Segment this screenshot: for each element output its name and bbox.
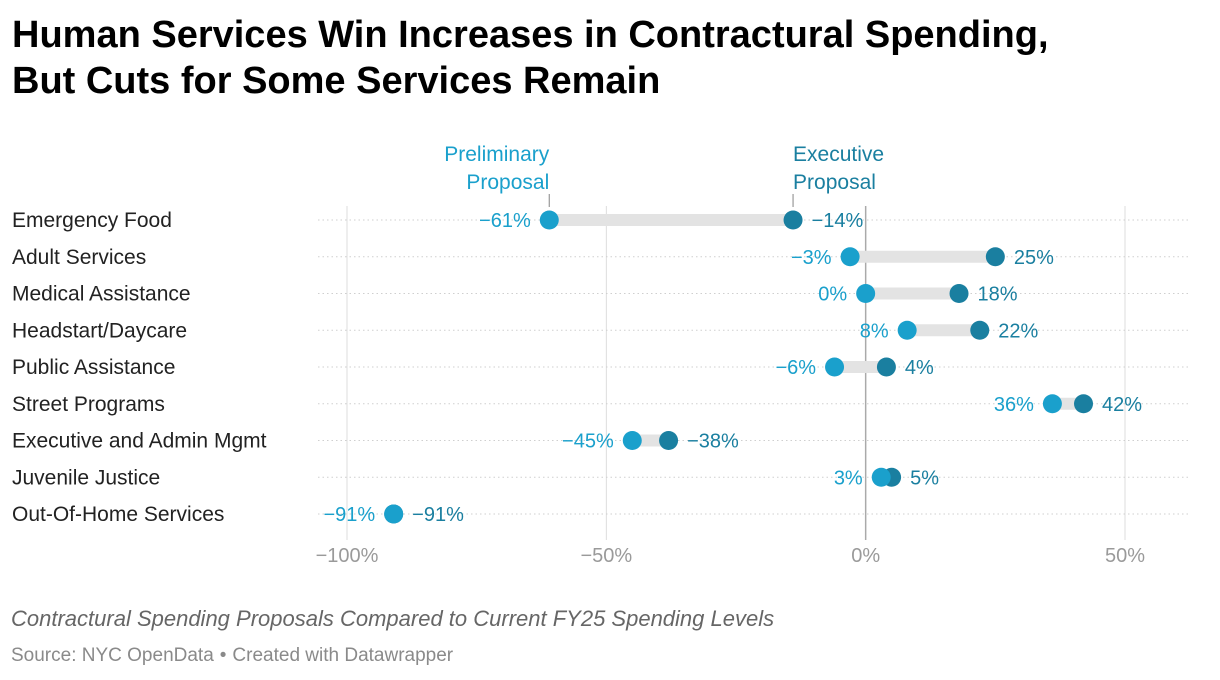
chart-title: Human Services Win Increases in Contract… bbox=[12, 12, 1202, 104]
preliminary-value-label: −3% bbox=[791, 247, 832, 269]
x-tick-label: −100% bbox=[316, 545, 379, 567]
category-label: Street Programs bbox=[12, 393, 165, 416]
preliminary-dot bbox=[825, 357, 845, 377]
executive-value-label: 22% bbox=[998, 320, 1038, 342]
preliminary-dot bbox=[840, 247, 860, 267]
category-label: Executive and Admin Mgmt bbox=[12, 430, 267, 453]
preliminary-dot bbox=[871, 467, 891, 487]
credit-text: Created with Datawrapper bbox=[232, 645, 454, 666]
executive-dot bbox=[1074, 394, 1094, 414]
category-label: Emergency Food bbox=[12, 209, 172, 232]
executive-value-label: 18% bbox=[978, 284, 1018, 306]
chart-title-line-2: But Cuts for Some Services Remain bbox=[12, 60, 661, 102]
executive-value-label: 4% bbox=[905, 357, 934, 379]
executive-value-label: 42% bbox=[1102, 394, 1142, 416]
preliminary-dot bbox=[856, 284, 876, 303]
executive-value-label: −38% bbox=[687, 431, 739, 453]
preliminary-value-label: 0% bbox=[818, 284, 847, 306]
executive-value-label: −91% bbox=[412, 504, 464, 526]
executive-value-label: 5% bbox=[910, 467, 939, 489]
preliminary-value-label: −91% bbox=[323, 504, 375, 526]
executive-dot bbox=[985, 247, 1005, 267]
preliminary-value-label: −6% bbox=[775, 357, 816, 379]
preliminary-value-label: −45% bbox=[562, 431, 614, 453]
executive-value-label: −14% bbox=[812, 210, 864, 232]
chart-title-line-1: Human Services Win Increases in Contract… bbox=[12, 14, 1049, 56]
executive-dot bbox=[783, 210, 803, 230]
preliminary-series-label: Preliminary bbox=[444, 143, 550, 166]
preliminary-dot bbox=[1042, 394, 1062, 414]
executive-dot bbox=[876, 357, 896, 377]
preliminary-dot bbox=[384, 504, 404, 524]
source-text: Source: NYC OpenData bbox=[11, 645, 214, 666]
executive-series-label: Executive bbox=[793, 143, 884, 166]
preliminary-dot bbox=[897, 320, 917, 340]
preliminary-value-label: 3% bbox=[834, 467, 863, 489]
executive-series-label: Proposal bbox=[793, 171, 876, 194]
executive-value-label: 25% bbox=[1014, 247, 1054, 269]
executive-dot bbox=[949, 284, 969, 303]
x-tick-label: 0% bbox=[851, 545, 880, 567]
source-separator: • bbox=[219, 645, 227, 666]
dot-range-chart: −100% −50% 0% 50% Emergency Food −61% −14% Adul… bbox=[12, 143, 1190, 567]
category-label: Headstart/Daycare bbox=[12, 319, 187, 342]
category-label: Adult Services bbox=[12, 246, 146, 269]
category-label: Out-Of-Home Services bbox=[12, 503, 224, 526]
preliminary-value-label: 8% bbox=[860, 320, 889, 342]
executive-dot bbox=[659, 431, 679, 450]
category-label: Juvenile Justice bbox=[12, 466, 160, 489]
preliminary-series-label: Proposal bbox=[466, 171, 549, 194]
chart-source: Source: NYC OpenData • Created with Datawr… bbox=[11, 645, 453, 667]
preliminary-value-label: 36% bbox=[994, 394, 1034, 416]
x-tick-label: −50% bbox=[580, 545, 632, 567]
category-label: Medical Assistance bbox=[12, 283, 191, 306]
preliminary-dot bbox=[622, 431, 642, 450]
chart-description: Contractural Spending Proposals Compared… bbox=[11, 606, 775, 631]
preliminary-value-label: −61% bbox=[479, 210, 531, 232]
category-label: Public Assistance bbox=[12, 356, 175, 379]
preliminary-dot bbox=[539, 210, 559, 230]
x-tick-label: 50% bbox=[1105, 545, 1145, 567]
executive-dot bbox=[970, 320, 990, 340]
